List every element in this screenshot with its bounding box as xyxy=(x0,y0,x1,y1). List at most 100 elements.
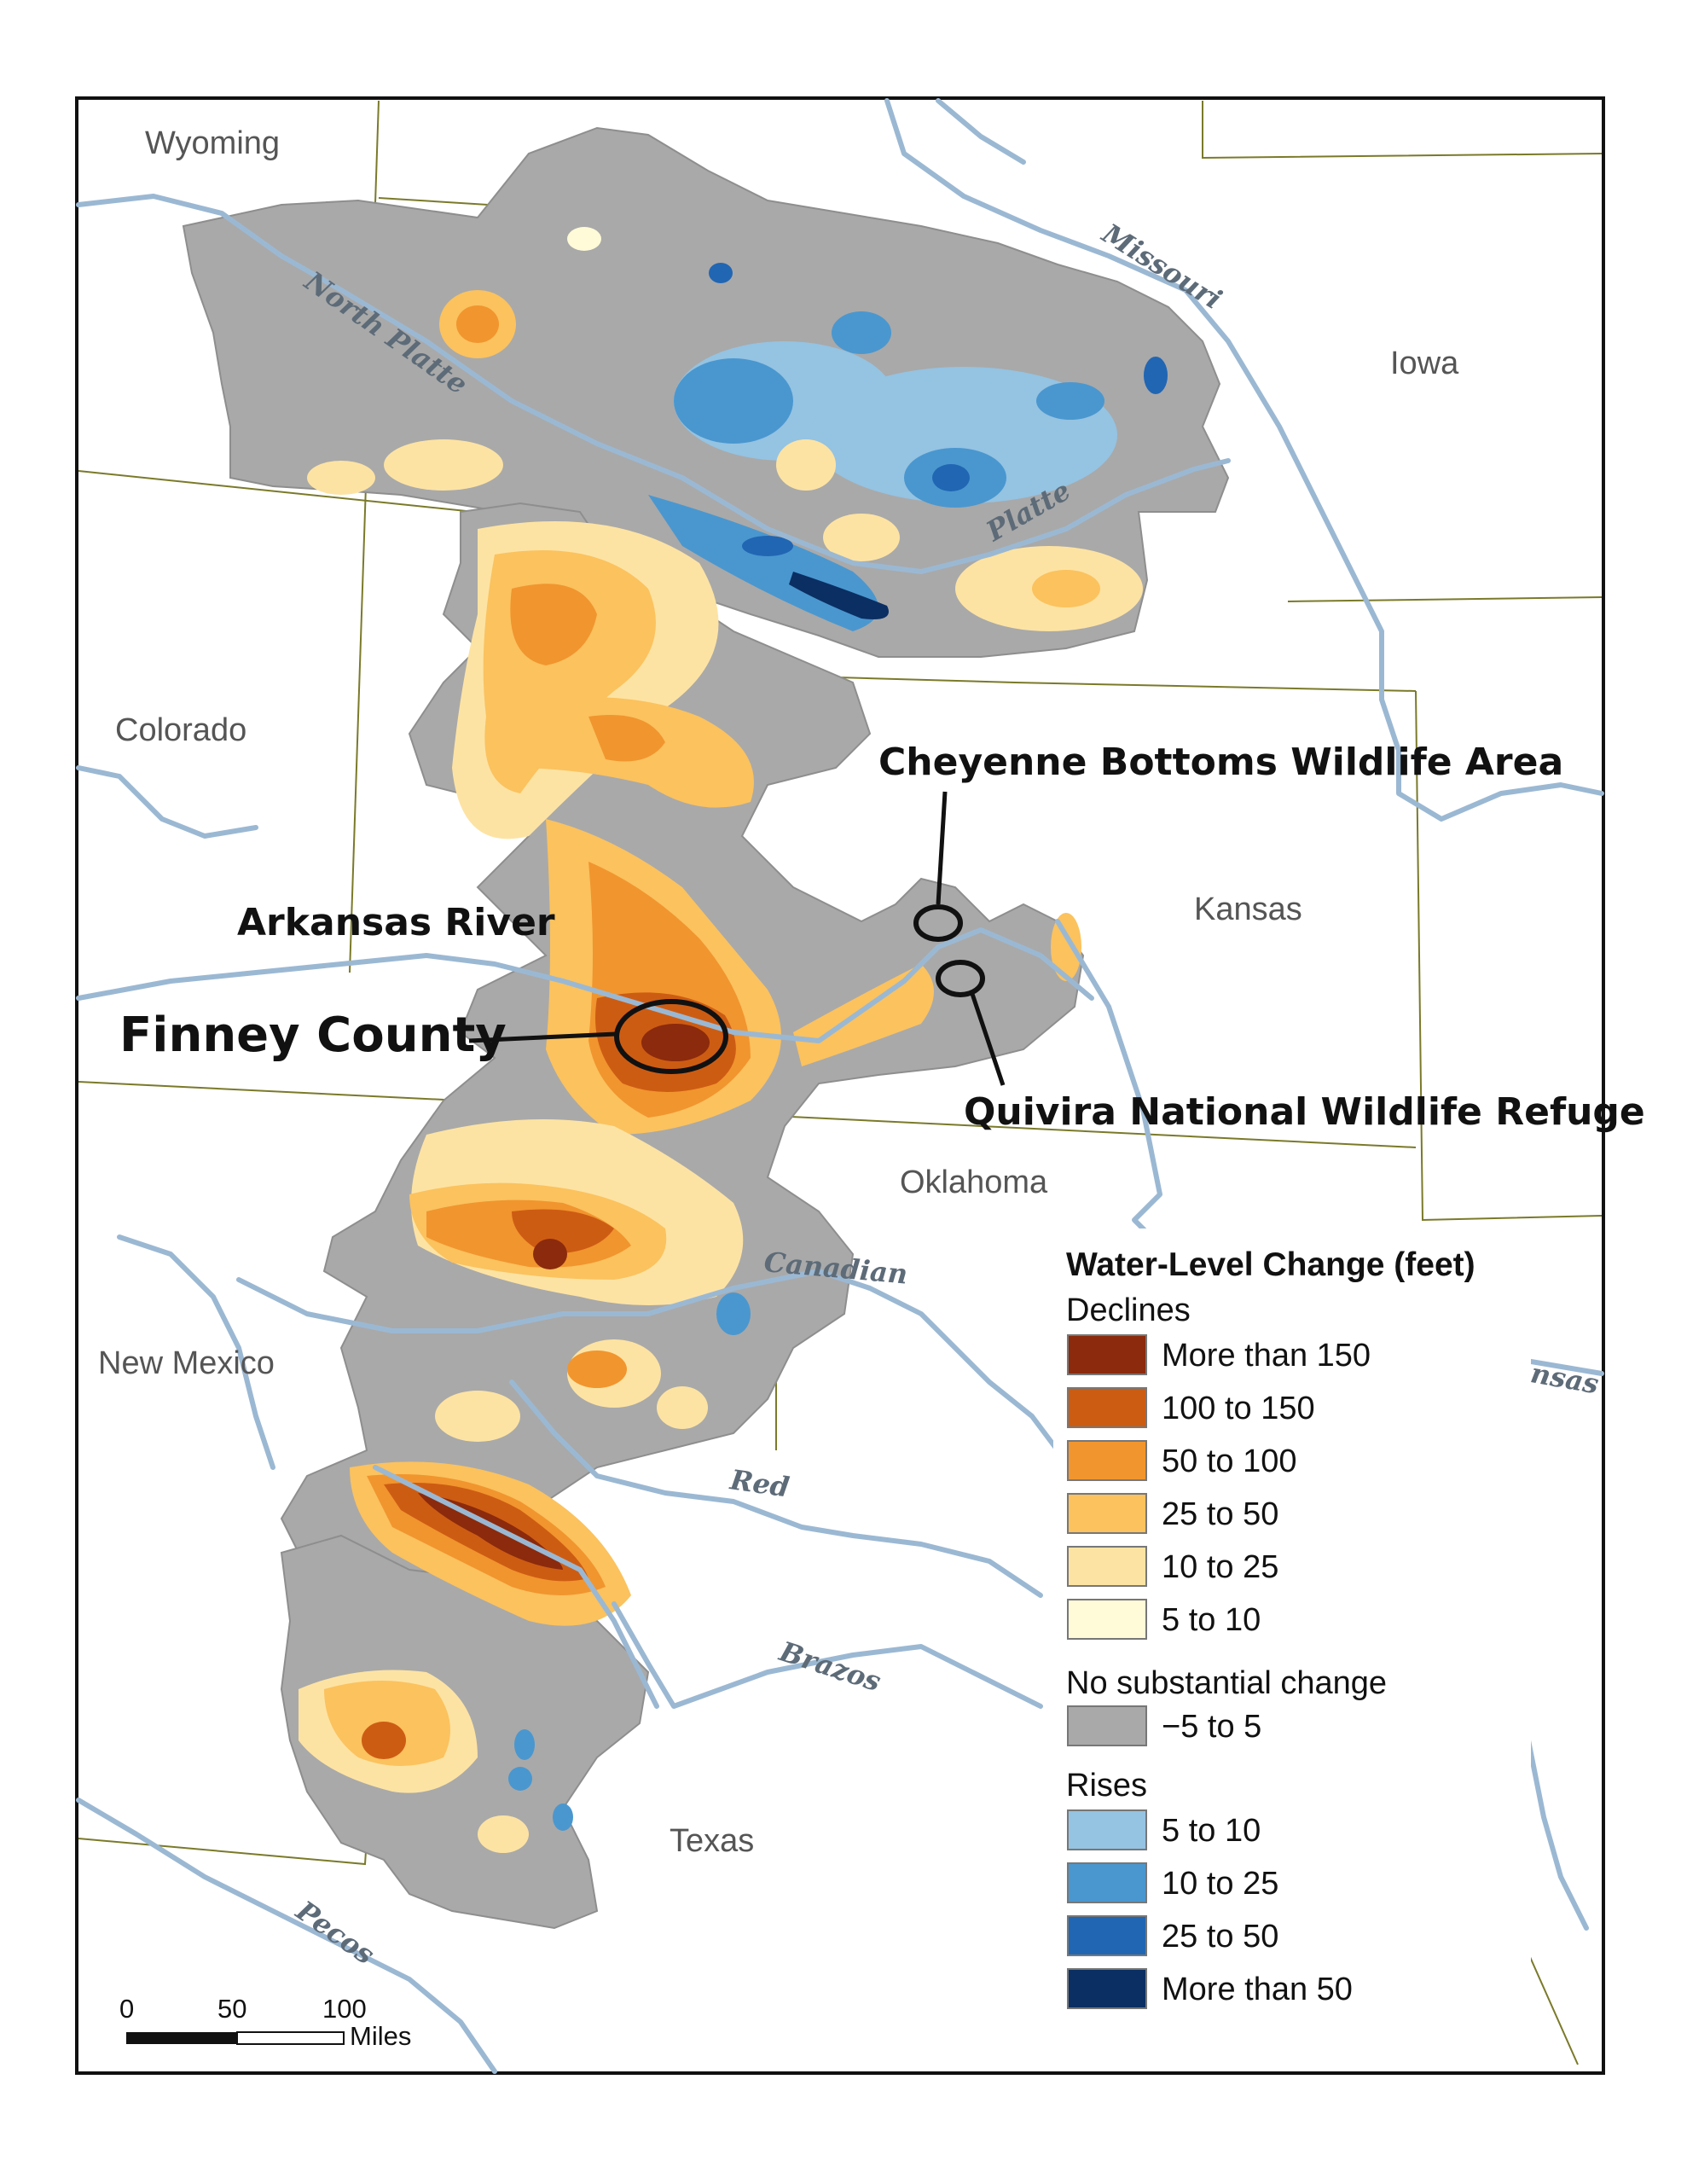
zone-rise-10-25 xyxy=(674,358,793,444)
river-colorado-sw xyxy=(76,765,258,839)
legend-decline-label: 10 to 25 xyxy=(1162,1549,1278,1585)
finney-county-marker xyxy=(614,999,728,1074)
river-pecos xyxy=(76,1798,497,2074)
zone-decline-more-than-150 xyxy=(418,1493,563,1570)
scale-bar-solid xyxy=(126,2032,237,2044)
legend-nochange-items: −5 to 5 xyxy=(1067,1705,1261,1746)
legend-declines-heading: Declines xyxy=(1066,1292,1191,1328)
state-label-new-mexico: New Mexico xyxy=(98,1345,275,1381)
callout-finney-county: Finney County xyxy=(119,1008,507,1063)
river-pecos-upper xyxy=(117,1234,275,1470)
legend-decline-swatch xyxy=(1067,1387,1147,1428)
state-label-oklahoma: Oklahoma xyxy=(900,1165,1048,1200)
legend-rise-label: 25 to 50 xyxy=(1162,1919,1278,1955)
state-label-texas: Texas xyxy=(670,1823,754,1859)
river-north-platte xyxy=(76,194,924,574)
callout-finney-leader xyxy=(468,1031,617,1043)
legend-rise-swatch xyxy=(1067,1915,1147,1956)
zone-rise-10-25 xyxy=(514,1729,535,1760)
cheyenne-bottoms-marker xyxy=(913,904,963,942)
river-red xyxy=(509,1380,1043,1598)
border-iowa-north xyxy=(1202,101,1603,160)
legend-nochange-swatch xyxy=(1067,1705,1147,1746)
legend-rise-label: 5 to 10 xyxy=(1162,1813,1261,1849)
border-iowa-south xyxy=(1287,596,1603,602)
scale-tick-100: 100 xyxy=(322,1994,367,2024)
water-level-zones xyxy=(299,227,1168,1853)
callout-quivira-refuge: Quivira National Wildlife Refuge xyxy=(964,1090,1645,1134)
river-canadian xyxy=(236,1269,1060,1453)
zone-rise-more-than-50 xyxy=(789,572,889,619)
zone-rise-10-25 xyxy=(553,1804,573,1831)
state-label-wyoming: Wyoming xyxy=(145,125,280,161)
river-missouri xyxy=(884,98,1604,822)
zone-decline-more-than-150 xyxy=(533,1239,567,1269)
callout-cheyenne-leader xyxy=(936,791,948,905)
legend-rise-swatch xyxy=(1067,1968,1147,2009)
scale-bar: 0 50 100 Miles xyxy=(119,1994,411,2051)
state-label-iowa: Iowa xyxy=(1390,346,1459,381)
zone-rise-10-25 xyxy=(508,1767,532,1791)
zone-rise-10-25 xyxy=(1036,382,1104,420)
scale-unit: Miles xyxy=(350,2021,411,2051)
zone-rise-25-50 xyxy=(932,464,970,491)
legend-decline-swatch xyxy=(1067,1546,1147,1587)
map-content: Wyoming Iowa Colorado Kansas Oklahoma Ne… xyxy=(76,98,1645,2074)
legend-decline-label: 5 to 10 xyxy=(1162,1602,1261,1638)
legend-decline-swatch xyxy=(1067,1599,1147,1640)
zone-decline-more-than-150 xyxy=(641,1024,710,1061)
zone-decline-10-25 xyxy=(657,1386,708,1429)
legend-rise-swatch xyxy=(1067,1809,1147,1850)
zone-decline-50-100 xyxy=(510,584,597,665)
legend-decline-label: 25 to 50 xyxy=(1162,1496,1278,1532)
legend-decline-swatch xyxy=(1067,1493,1147,1534)
legend-nochange-label: −5 to 5 xyxy=(1162,1709,1261,1745)
zone-rise-10-25 xyxy=(716,1292,751,1335)
legend-decline-label: More than 150 xyxy=(1162,1338,1371,1374)
zone-decline-10-25 xyxy=(307,461,375,495)
legend-declines-items: More than 150 100 to 150 50 to 100 25 to 50… xyxy=(1067,1334,1371,1640)
legend-decline-swatch xyxy=(1067,1440,1147,1481)
callout-quivira-leader xyxy=(970,993,1006,1086)
legend-decline-swatch xyxy=(1067,1334,1147,1375)
legend-decline-label: 100 to 150 xyxy=(1162,1391,1315,1426)
zone-decline-50-100 xyxy=(456,305,499,343)
legend-title: Water-Level Change (feet) xyxy=(1066,1246,1475,1283)
zone-decline-50-100 xyxy=(567,1350,627,1388)
river-north-east xyxy=(936,98,1026,165)
zone-decline-25-50 xyxy=(1032,570,1100,607)
callout-cheyenne-bottoms: Cheyenne Bottoms Wildlife Area xyxy=(878,741,1563,784)
river-platte xyxy=(919,458,1231,574)
zone-decline-10-25 xyxy=(435,1391,520,1442)
scale-tick-0: 0 xyxy=(119,1994,134,2024)
legend-rises-heading: Rises xyxy=(1066,1768,1147,1804)
state-label-kansas: Kansas xyxy=(1194,892,1302,927)
zone-rise-25-50 xyxy=(709,263,733,283)
scale-tick-50: 50 xyxy=(217,1994,246,2024)
legend-rises-items: 5 to 10 10 to 25 25 to 50 More than 50 xyxy=(1067,1809,1353,2009)
zone-decline-100-150 xyxy=(512,1209,614,1254)
river-red-branch xyxy=(373,1465,659,1709)
zone-decline-10-25 xyxy=(1051,913,1081,981)
legend-decline-label: 50 to 100 xyxy=(1162,1443,1296,1479)
zone-rise-25-50 xyxy=(1144,357,1168,394)
legend-rise-label: More than 50 xyxy=(1162,1972,1353,2007)
zone-decline-25-50 xyxy=(793,964,934,1066)
zone-rise-25-50 xyxy=(742,536,793,556)
state-labels: Wyoming Iowa Colorado Kansas Oklahoma Ne… xyxy=(98,125,1459,1859)
river-brazos xyxy=(612,1601,1043,1709)
zone-decline-10-25 xyxy=(384,439,503,491)
border-kansas-missouri xyxy=(1415,690,1603,1222)
quivira-refuge-marker xyxy=(936,960,985,997)
scale-bar-open xyxy=(236,2031,345,2045)
zone-decline-100-150 xyxy=(362,1722,406,1759)
state-label-colorado: Colorado xyxy=(115,712,246,748)
legend: Water-Level Change (feet) Declines More … xyxy=(1053,1228,1531,2030)
zone-decline-10-25 xyxy=(823,514,900,561)
zone-rise-10-25 xyxy=(832,311,891,354)
zone-decline-10-25 xyxy=(776,439,836,491)
zone-decline-5-10 xyxy=(567,227,601,251)
legend-rise-swatch xyxy=(1067,1862,1147,1903)
legend-nochange-heading: No substantial change xyxy=(1066,1665,1387,1701)
